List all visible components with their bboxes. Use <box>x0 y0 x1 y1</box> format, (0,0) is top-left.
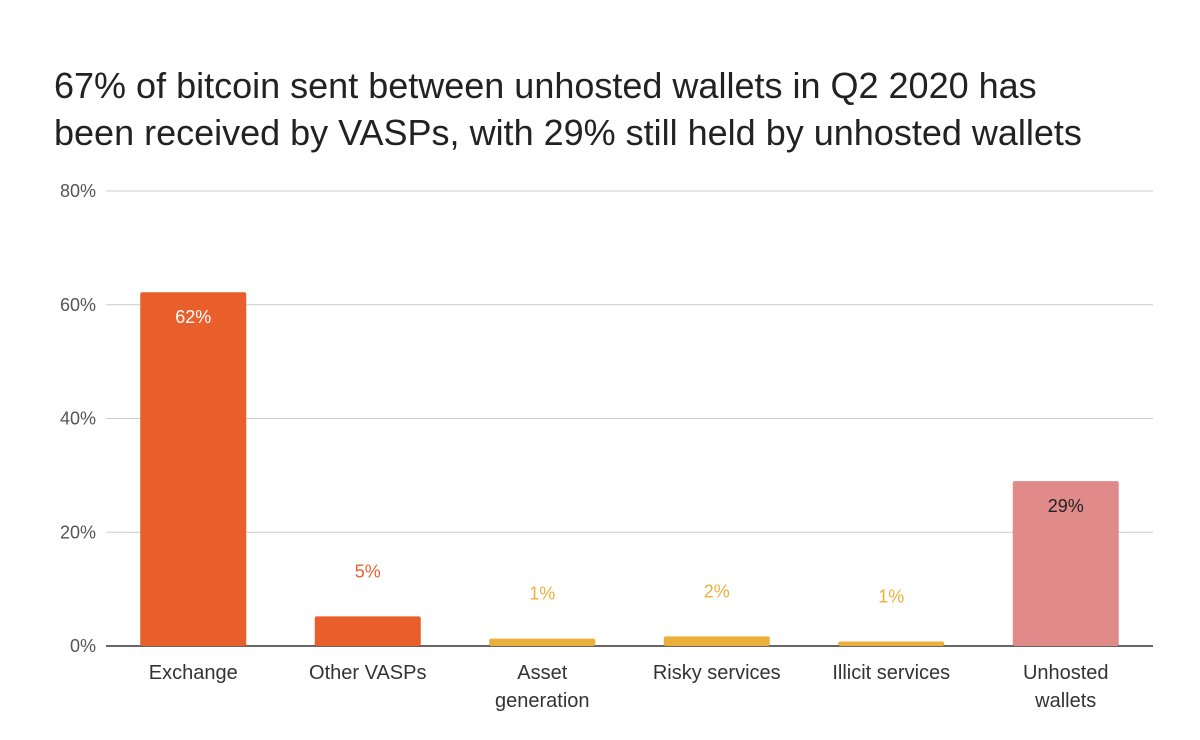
y-tick-label: 0% <box>70 636 96 656</box>
y-tick-label: 20% <box>60 522 96 542</box>
y-tick-label: 80% <box>60 181 96 201</box>
gridlines <box>106 190 1153 647</box>
data-label: 1% <box>878 586 904 606</box>
bar <box>663 636 770 646</box>
data-label: 2% <box>704 581 730 601</box>
bar <box>838 641 945 646</box>
chart-title: 67% of bitcoin sent between unhosted wal… <box>54 62 1174 156</box>
x-tick-label: Unhosted wallets <box>1023 662 1109 712</box>
x-tick-label: Other VASPs <box>309 662 426 684</box>
bar <box>314 616 421 646</box>
y-axis: 0% 20% 40% 60% 80% <box>60 181 96 656</box>
bars <box>140 292 1119 646</box>
bar <box>140 292 247 646</box>
data-label: 1% <box>529 584 555 604</box>
y-tick-label: 60% <box>60 295 96 315</box>
x-tick-label: Illicit services <box>832 662 950 684</box>
data-label: 5% <box>355 561 381 581</box>
x-tick-label: Risky services <box>653 662 781 684</box>
data-label: 29% <box>1048 496 1084 516</box>
data-labels: 62% 5% 1% 2% 1% 29% <box>175 307 1084 606</box>
chart-title-line-1: 67% of bitcoin sent between unhosted wal… <box>54 65 1037 106</box>
bar <box>489 638 596 646</box>
bar <box>1012 481 1119 646</box>
chart-title-line-2: been received by VASPs, with 29% still h… <box>54 112 1082 153</box>
data-label: 62% <box>175 307 211 327</box>
x-tick-label: Asset generation <box>495 662 590 712</box>
x-axis: Exchange Other VASPs Asset generation Risky … <box>149 662 1109 712</box>
x-tick-label: Exchange <box>149 662 238 684</box>
y-tick-label: 40% <box>60 409 96 429</box>
